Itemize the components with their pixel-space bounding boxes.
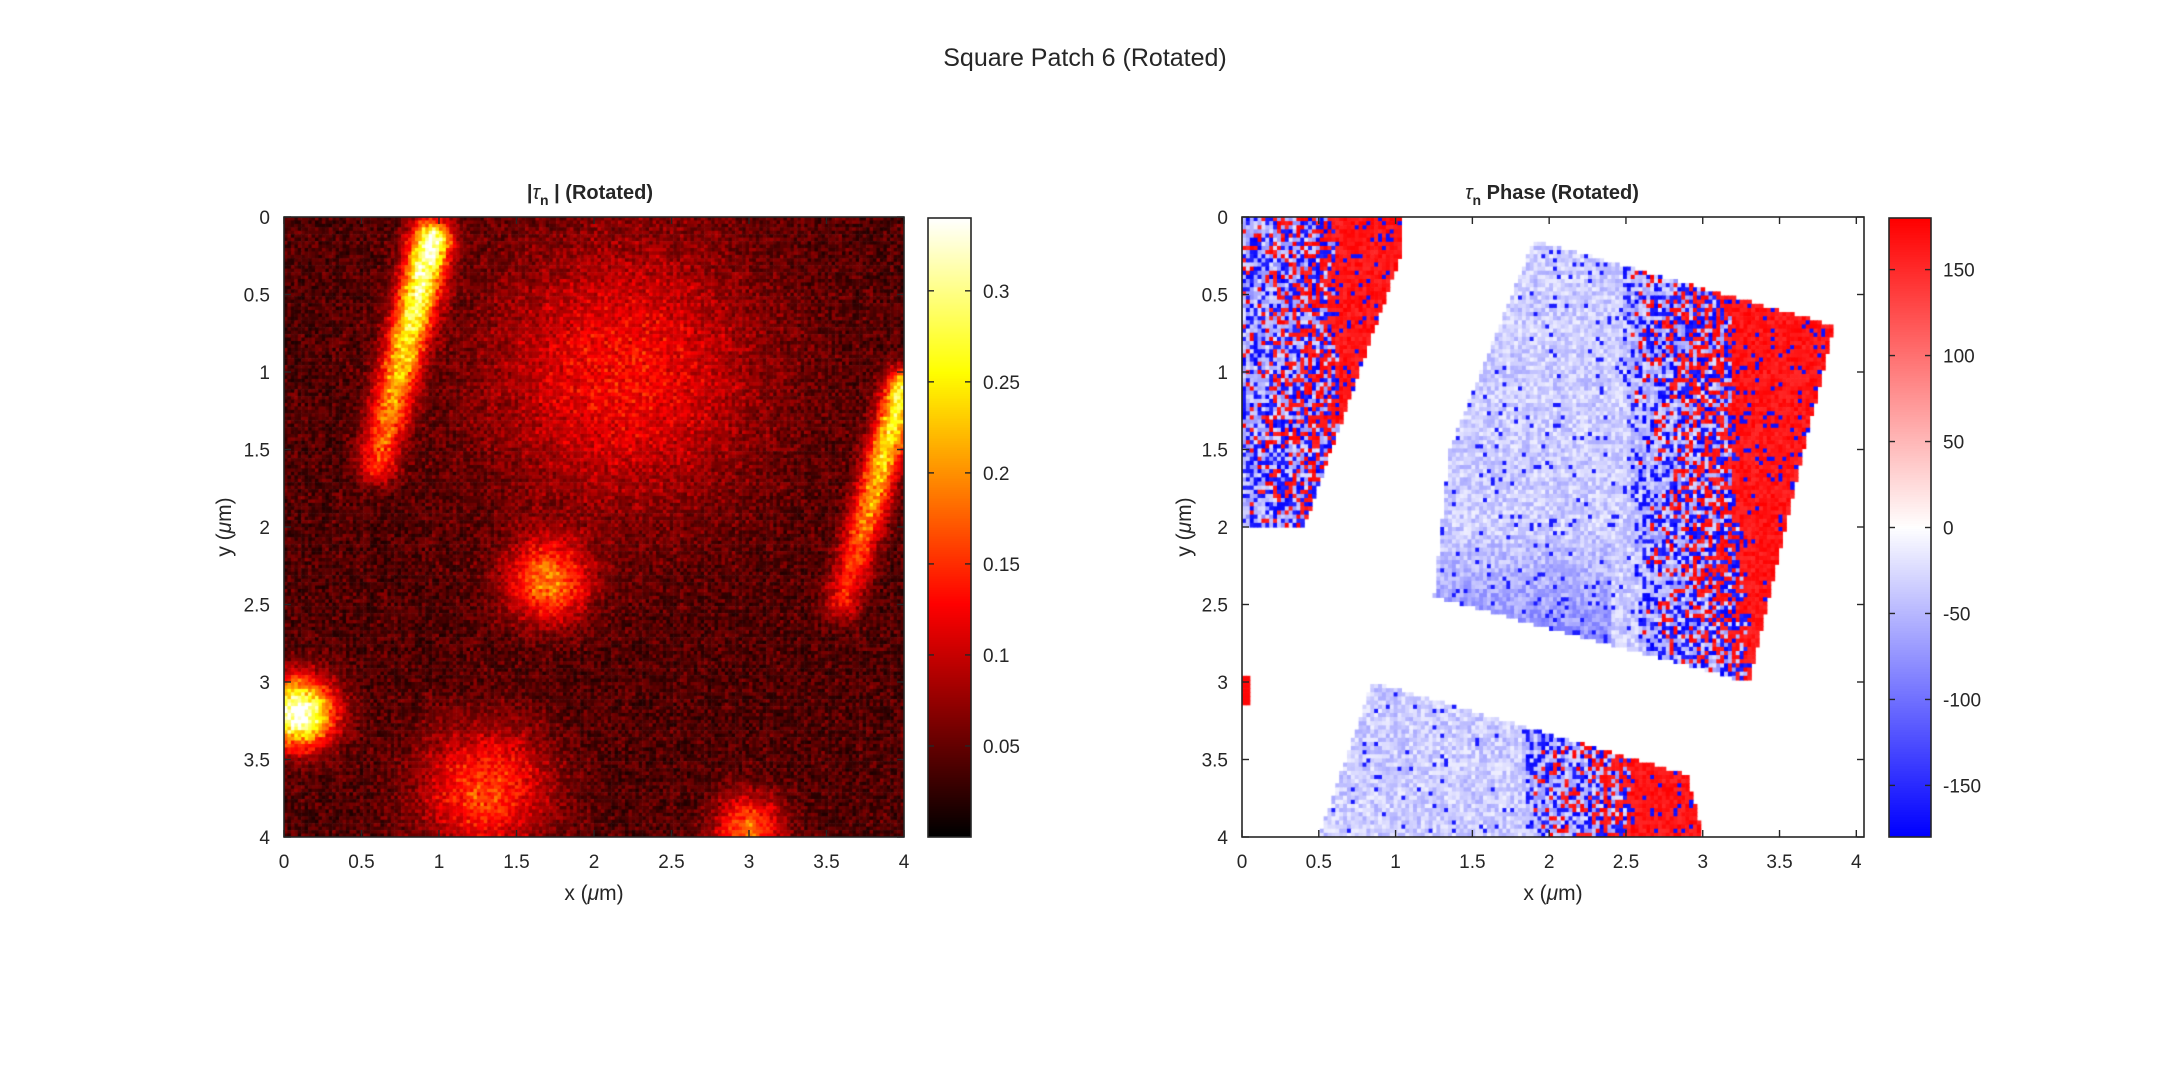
y-tick-label: 3.5 [244, 751, 270, 772]
magnitude-ylabel-post: m) [213, 497, 236, 522]
magnitude-title-suffix: | (Rotated) [549, 182, 653, 204]
y-tick-label: 2 [259, 518, 270, 539]
magnitude-colorbar-ticks: 0.05 0.1 0.15 0.2 0.25 0.3 [928, 282, 1020, 758]
colorbar-tick-label: 0.1 [983, 646, 1009, 667]
phase-ylabel-sym: μ [1173, 521, 1196, 534]
phase-xlabel: x (μm) [1523, 882, 1582, 905]
colorbar-tick-label: -50 [1943, 604, 1970, 625]
colorbar-tick-label: 0.25 [983, 373, 1020, 394]
phase-panel: τn Phase (Rotated) 0 0.5 1 1.5 2 2.5 3 3.5 400.5… [1173, 182, 1981, 905]
colorbar-tick-label: 0.2 [983, 464, 1009, 485]
x-tick-label: 2 [589, 852, 600, 873]
y-tick-label: 3 [259, 673, 270, 694]
magnitude-colorbar [928, 218, 971, 837]
x-tick-label: 2.5 [658, 852, 684, 873]
phase-xlabel-post: m) [1558, 882, 1583, 905]
colorbar-tick-label: -150 [1943, 776, 1981, 797]
y-tick-label: 0 [1217, 208, 1228, 229]
colorbar-tick-label: 0.15 [983, 555, 1020, 576]
colorbar-tick-label: 150 [1943, 261, 1975, 282]
phase-ylabel-post: m) [1173, 497, 1196, 522]
x-tick-label: 0 [279, 852, 290, 873]
x-tick-label: 4 [899, 852, 910, 873]
x-tick-label: 3 [744, 852, 755, 873]
y-tick-label: 3 [1217, 673, 1228, 694]
x-tick-label: 3.5 [1766, 852, 1792, 873]
magnitude-colorbar-frame [927, 217, 972, 838]
magnitude-xlabel: x (μm) [564, 882, 623, 905]
phase-xlabel-sym: μ [1546, 882, 1559, 905]
x-tick-label: 3 [1697, 852, 1708, 873]
colorbar-tick-label: -100 [1943, 690, 1981, 711]
y-tick-label: 3.5 [1202, 751, 1228, 772]
x-tick-label: 1 [434, 852, 445, 873]
x-tick-label: 2 [1544, 852, 1555, 873]
magnitude-title: |τn | (Rotated) [527, 182, 653, 208]
magnitude-xlabel-pre: x ( [564, 882, 587, 905]
magnitude-title-prefix: | [527, 182, 533, 204]
y-tick-label: 1 [1217, 363, 1228, 384]
x-tick-label: 1.5 [503, 852, 529, 873]
phase-title: τn Phase (Rotated) [1465, 182, 1639, 208]
y-tick-label: 2.5 [244, 596, 270, 617]
phase-xlabel-pre: x ( [1523, 882, 1546, 905]
magnitude-ticks: 0 0.5 1 1.5 2 2.5 3 3.5 400.511.522.533.54 [244, 208, 910, 873]
y-tick-label: 0 [259, 208, 270, 229]
x-tick-label: 4 [1851, 852, 1862, 873]
phase-ticks: 0 0.5 1 1.5 2 2.5 3 3.5 400.511.522.533.54 [1202, 208, 1864, 873]
x-tick-label: 1 [1390, 852, 1401, 873]
magnitude-xlabel-sym: μ [587, 882, 600, 905]
y-tick-label: 0.5 [1202, 286, 1228, 307]
magnitude-ylabel-pre: y ( [213, 533, 236, 556]
y-tick-label: 1.5 [244, 441, 270, 462]
x-tick-label: 2.5 [1613, 852, 1639, 873]
phase-ylabel: y (μm) [1173, 497, 1196, 556]
phase-colorbar-ticks: -150 -100 -50 0 50 100 150 [1889, 261, 1981, 797]
colorbar-tick-label: 0.3 [983, 282, 1009, 303]
phase-title-suffix: Phase (Rotated) [1481, 182, 1639, 204]
phase-title-sub: n [1473, 192, 1482, 208]
magnitude-title-symbol: τ [533, 182, 542, 204]
phase-colorbar [1889, 218, 1931, 837]
y-tick-label: 1 [259, 363, 270, 384]
colorbar-tick-label: 50 [1943, 433, 1964, 454]
figure-title: Square Patch 6 (Rotated) [943, 44, 1227, 72]
y-tick-label: 2.5 [1202, 596, 1228, 617]
magnitude-panel: |τn | (Rotated) 0 0.5 1 1.5 2 2.5 3 3.5 400.511.… [213, 182, 1020, 905]
magnitude-title-sub: n [540, 192, 549, 208]
phase-title-symbol: τ [1465, 182, 1474, 204]
x-tick-label: 3.5 [813, 852, 839, 873]
phase-heatmap [1242, 217, 1864, 837]
magnitude-ylabel: y (μm) [213, 497, 236, 556]
magnitude-ylabel-sym: μ [213, 521, 236, 534]
y-tick-label: 0.5 [244, 286, 270, 307]
y-tick-label: 4 [259, 828, 270, 849]
y-tick-label: 2 [1217, 518, 1228, 539]
colorbar-tick-label: 100 [1943, 347, 1975, 368]
phase-ylabel-pre: y ( [1173, 533, 1196, 556]
y-tick-label: 4 [1217, 828, 1228, 849]
x-tick-label: 0.5 [348, 852, 374, 873]
x-tick-label: 1.5 [1459, 852, 1485, 873]
y-tick-label: 1.5 [1202, 441, 1228, 462]
magnitude-xlabel-post: m) [599, 882, 624, 905]
colorbar-tick-label: 0 [1943, 519, 1954, 540]
x-tick-label: 0.5 [1306, 852, 1332, 873]
x-tick-label: 0 [1237, 852, 1248, 873]
colorbar-tick-label: 0.05 [983, 737, 1020, 758]
magnitude-heatmap [284, 217, 904, 837]
